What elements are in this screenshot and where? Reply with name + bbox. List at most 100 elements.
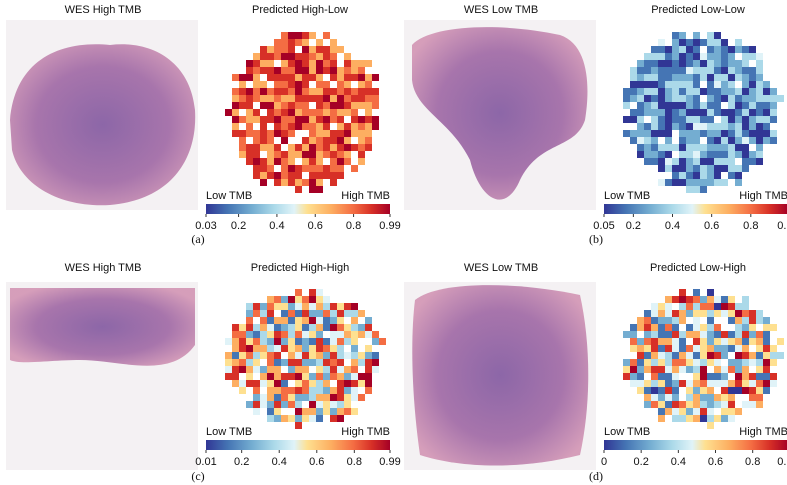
slide-title: WES Low TMB xyxy=(464,262,538,274)
heatmap-cell xyxy=(337,345,344,352)
heatmap-cell xyxy=(351,387,358,394)
heatmap-cell xyxy=(756,144,763,151)
heatmap-cell xyxy=(672,53,679,60)
heatmap-cell xyxy=(686,158,693,165)
heatmap-cell xyxy=(302,88,309,95)
heatmap-cell xyxy=(630,137,637,144)
heatmap-cell xyxy=(672,373,679,380)
heatmap-cell xyxy=(742,102,749,109)
heatmap-cell xyxy=(644,366,651,373)
heatmap-cell xyxy=(693,345,700,352)
heatmap-cell xyxy=(351,102,358,109)
heatmap-cell xyxy=(323,324,330,331)
heatmap-cell xyxy=(267,109,274,116)
heatmap-cell xyxy=(637,81,644,88)
heatmap-cell xyxy=(351,165,358,172)
heatmap-cell xyxy=(281,310,288,317)
heatmap-cell xyxy=(281,359,288,366)
heatmap-cell xyxy=(707,81,714,88)
heatmap-cell xyxy=(742,151,749,158)
heatmap-cell xyxy=(337,144,344,151)
colorbar-high-label: High TMB xyxy=(341,190,390,202)
heatmap-cell xyxy=(686,74,693,81)
heatmap-cell xyxy=(267,387,274,394)
heatmap-cell xyxy=(707,296,714,303)
heatmap-cell xyxy=(749,373,756,380)
heatmap-cell xyxy=(239,130,246,137)
heatmap-cell xyxy=(700,415,707,422)
heatmap-cell xyxy=(337,338,344,345)
heatmap-cell xyxy=(295,310,302,317)
heatmap-cell xyxy=(721,387,728,394)
heatmap-cell xyxy=(232,352,239,359)
heatmap-cell xyxy=(742,373,749,380)
heatmap-cell xyxy=(672,39,679,46)
heatmap-cell xyxy=(302,158,309,165)
heatmap-cell xyxy=(658,310,665,317)
heatmap-cell xyxy=(330,74,337,81)
heatmap-cell xyxy=(253,401,260,408)
heatmap-cell xyxy=(721,303,728,310)
heatmap-cell xyxy=(365,380,372,387)
heatmap-cell xyxy=(232,116,239,123)
heatmap-cell xyxy=(630,130,637,137)
heatmap-cell xyxy=(658,81,665,88)
heatmap-cell xyxy=(330,303,337,310)
heatmap-cell xyxy=(309,67,316,74)
heatmap-cell xyxy=(700,345,707,352)
heatmap-cell xyxy=(777,338,784,345)
heatmap-cell xyxy=(260,165,267,172)
heatmap-cell xyxy=(288,303,295,310)
heatmap-cell xyxy=(358,88,365,95)
heatmap-cell xyxy=(700,39,707,46)
heatmap-cell xyxy=(630,345,637,352)
heatmap-cell xyxy=(309,345,316,352)
heatmap-cell xyxy=(344,67,351,74)
heatmap-cell xyxy=(288,373,295,380)
heatmap-cell xyxy=(686,144,693,151)
heatmap-cell xyxy=(372,366,379,373)
heatmap-cell xyxy=(707,165,714,172)
heatmap-cell xyxy=(337,373,344,380)
heatmap-cell xyxy=(351,67,358,74)
heatmap-cell xyxy=(344,394,351,401)
heatmap-cell xyxy=(728,345,735,352)
heatmap-cell xyxy=(337,366,344,373)
heatmap-cell xyxy=(686,179,693,186)
heatmap-cell xyxy=(700,373,707,380)
heatmap-cell xyxy=(630,373,637,380)
heatmap-cell xyxy=(714,324,721,331)
heatmap-cell xyxy=(281,53,288,60)
heatmap-cell xyxy=(658,324,665,331)
heatmap-cell xyxy=(372,116,379,123)
heatmap-cell xyxy=(351,317,358,324)
heatmap-cell xyxy=(274,39,281,46)
heatmap-cell xyxy=(309,172,316,179)
heatmap-cell xyxy=(274,102,281,109)
heatmap-cell xyxy=(665,296,672,303)
heatmap-cell xyxy=(665,95,672,102)
heatmap-cell xyxy=(246,144,253,151)
heatmap-cell xyxy=(728,408,735,415)
heatmap-cell xyxy=(623,102,630,109)
heatmap-cell xyxy=(651,324,658,331)
heatmap-cell xyxy=(344,102,351,109)
heatmap-cell xyxy=(288,415,295,422)
heatmap-cell xyxy=(246,102,253,109)
heatmap-cell xyxy=(686,380,693,387)
heatmap-cell xyxy=(281,32,288,39)
heatmap-cell xyxy=(763,102,770,109)
heatmap-cell xyxy=(232,359,239,366)
heatmap-cell xyxy=(735,331,742,338)
heatmap-cell xyxy=(749,67,756,74)
heatmap-cell xyxy=(658,144,665,151)
heatmap-cell xyxy=(351,352,358,359)
heatmap-cell xyxy=(274,109,281,116)
heatmap-cell xyxy=(679,359,686,366)
heatmap-cell xyxy=(274,324,281,331)
colorbar-low-label: Low TMB xyxy=(206,426,252,438)
panel: WES High TMB Predicted High-Low Low TMB Hig… xyxy=(6,4,401,246)
heatmap-cell xyxy=(665,151,672,158)
heatmap-cell xyxy=(365,123,372,130)
